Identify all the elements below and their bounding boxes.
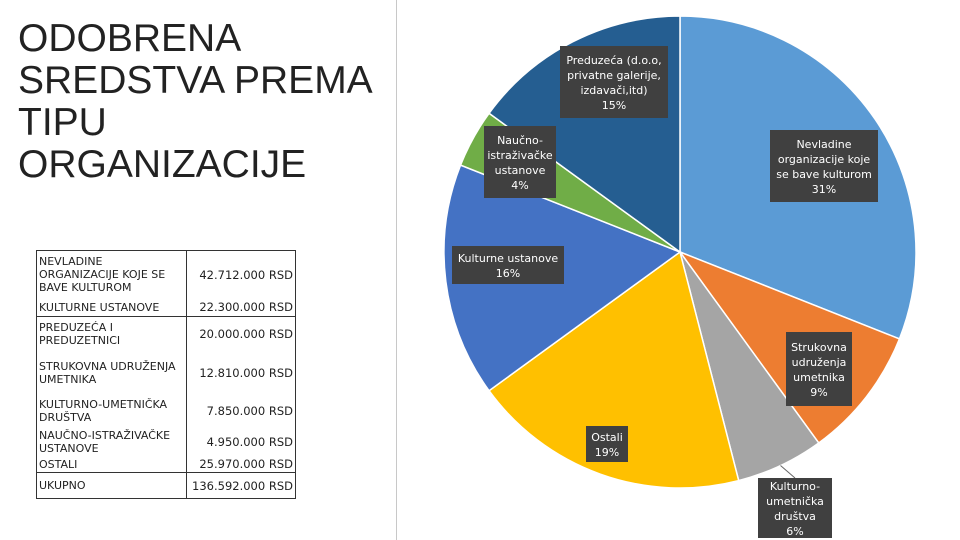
slice-label-text: 16% — [496, 267, 520, 280]
slice-label-text: Kulturno- — [770, 480, 820, 493]
label-box — [770, 130, 878, 202]
table-total-label: UKUPNO — [36, 472, 187, 499]
title-line: TIPU — [18, 101, 107, 144]
label-box — [786, 332, 852, 406]
slide-divider — [396, 0, 397, 540]
slice-label-text: društva — [774, 510, 816, 523]
slice-label-text: umetnika — [793, 371, 845, 384]
label-box — [484, 126, 556, 198]
table-row: NAUČNO-ISTRAŽIVAČKE USTANOVE 4.950.000 R… — [36, 426, 296, 457]
slice-label-text: 6% — [786, 525, 803, 538]
slice-label-text: Kulturne ustanove — [458, 252, 559, 265]
slice-data-label: Preduzeća (d.o.o, privatne galerije, izdav… — [560, 46, 668, 118]
title-line: ORGANIZACIJE — [18, 143, 307, 186]
slice-label-text: 31% — [812, 183, 836, 196]
title-line: ODOBRENA — [18, 17, 242, 60]
slice-label-text: Ostali — [591, 431, 623, 444]
table-total-amount: 136.592.000 RSD — [186, 472, 296, 499]
table-row: NEVLADINE ORGANIZACIJE KOJE SE BAVE KULT… — [36, 250, 296, 299]
table-cell-label: NAUČNO-ISTRAŽIVAČKE USTANOVE — [36, 426, 187, 457]
table-cell-label: PREDUZEĆA I PREDUZETNICI — [36, 316, 187, 351]
label-box — [452, 246, 564, 284]
slice-label-text: Naučno- — [497, 134, 543, 147]
table-cell-amount: 20.000.000 RSD — [186, 316, 296, 351]
slice-data-label: Naučno-istraživačke ustanove 4% — [484, 126, 556, 198]
slice-label-text: 4% — [511, 179, 528, 192]
table-cell-amount: 12.810.000 RSD — [186, 350, 296, 395]
slice-label-text: izdavači,itd) — [580, 84, 647, 97]
table-total-row: UKUPNO 136.592.000 RSD — [36, 472, 296, 499]
slice-data-label: Kulturno-umetnička društva 6% — [758, 478, 832, 538]
title-line: SREDSTVA PREMA — [18, 59, 373, 102]
slice-label-text: Strukovna — [791, 341, 847, 354]
table-row: KULTURNO-UMETNIČKA DRUŠTVA 7.850.000 RSD — [36, 394, 296, 427]
slice-label-text: 9% — [810, 386, 827, 399]
slice-label-text: 19% — [595, 446, 619, 459]
label-box — [560, 46, 668, 118]
table-cell-label: OSTALI — [36, 456, 187, 473]
table-row: STRUKOVNA UDRUŽENJA UMETNIKA 12.810.000 … — [36, 350, 296, 395]
table-cell-label: NEVLADINE ORGANIZACIJE KOJE SE BAVE KULT… — [36, 250, 187, 299]
slice-label-text: se bave kulturom — [776, 168, 872, 181]
slice-label-text: privatne galerije, — [567, 69, 661, 82]
slice-label-text: umetnička — [766, 495, 824, 508]
label-box — [586, 426, 628, 462]
pie-slice — [488, 250, 740, 489]
slice-data-label: Ostali 19% — [586, 426, 628, 462]
table-cell-amount: 42.712.000 RSD — [186, 250, 296, 299]
slice-label-text: udruženja — [792, 356, 847, 369]
slice-label-text: istraživačke — [487, 149, 552, 162]
table-cell-label: STRUKOVNA UDRUŽENJA UMETNIKA — [36, 350, 187, 395]
slice-label-text: Nevladine — [796, 138, 851, 151]
table-cell-amount: 22.300.000 RSD — [186, 298, 296, 317]
table-cell-label: KULTURNO-UMETNIČKA DRUŠTVA — [36, 394, 187, 427]
slice-data-label: Kulturne ustanove 16% — [452, 246, 564, 284]
slice-data-label: Nevladine organizacije koje se bave kultur… — [770, 130, 878, 202]
slice-label-text: organizacije koje — [778, 153, 871, 166]
leader-line — [780, 465, 796, 479]
table-cell-amount: 4.950.000 RSD — [186, 426, 296, 457]
table-row: PREDUZEĆA I PREDUZETNICI 20.000.000 RSD — [36, 316, 296, 351]
table-row: OSTALI 25.970.000 RSD — [36, 456, 296, 473]
label-box — [758, 478, 832, 538]
slice-label-text: 15% — [602, 99, 626, 112]
slice-label-text: Preduzeća (d.o.o, — [566, 54, 661, 67]
slice-label-text: ustanove — [495, 164, 546, 177]
table-cell-amount: 25.970.000 RSD — [186, 456, 296, 473]
table-cell-amount: 7.850.000 RSD — [186, 394, 296, 427]
grants-table: NEVLADINE ORGANIZACIJE KOJE SE BAVE KULT… — [36, 250, 296, 499]
slice-data-label: Strukovna udruženja umetnika 9% — [786, 332, 852, 406]
page-title: ODOBRENA SREDSTVA PREMA TIPU ORGANIZACIJ… — [18, 18, 378, 186]
table-cell-label: KULTURNE USTANOVE — [36, 298, 187, 317]
table-row: KULTURNE USTANOVE 22.300.000 RSD — [36, 298, 296, 317]
